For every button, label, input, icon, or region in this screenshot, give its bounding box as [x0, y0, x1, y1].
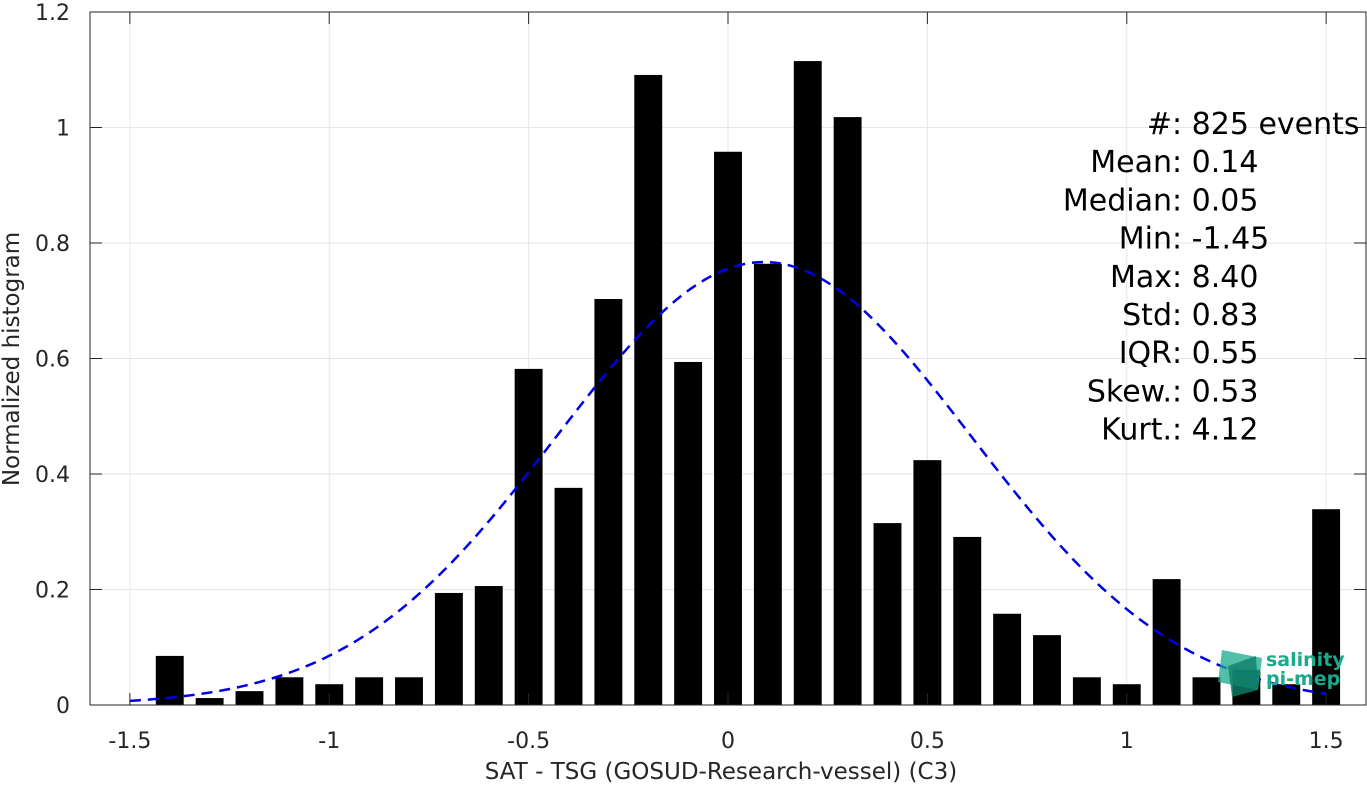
histogram-bar [833, 117, 862, 706]
x-tick-label: -0.5 [507, 729, 550, 754]
x-tick-label: 1 [1120, 729, 1134, 754]
histogram-bar [913, 460, 942, 705]
stats-label: Skew. [1087, 374, 1172, 409]
histogram-bar [634, 74, 663, 705]
y-tick-label: 0 [56, 694, 70, 719]
stats-label: Max [1110, 260, 1172, 295]
stats-value: : -1.45 [1172, 222, 1269, 257]
histogram-bar [594, 299, 623, 705]
histogram-bar [1072, 677, 1101, 705]
x-axis-label: SAT - TSG (GOSUD-Research-vessel) (C3) [485, 759, 957, 785]
stats-label: Median [1063, 183, 1172, 218]
x-axis-ticks: -1.5 -1 -0.5 0 0.5 1 1.5 [108, 12, 1344, 754]
gaussian-fit-curve [129, 260, 1327, 703]
logo-line1: salinity [1266, 649, 1345, 671]
y-axis-label: Normalized histogram [0, 232, 25, 486]
y-axis-ticks: 0 0.2 0.4 0.6 0.8 1 1.2 [35, 1, 1366, 719]
stats-value: : 8.40 [1172, 260, 1258, 295]
stats-value: : 0.05 [1172, 183, 1258, 218]
stats-value: : 0.53 [1172, 374, 1258, 409]
x-tick-label: -1 [318, 729, 340, 754]
histogram-bar [235, 691, 264, 705]
y-tick-label: 0.2 [35, 579, 70, 604]
stats-value: : 4.12 [1172, 413, 1258, 448]
histogram-bar [753, 263, 782, 705]
histogram-bar [1152, 579, 1181, 705]
stats-value: : 825 events [1172, 107, 1360, 142]
stats-value: : 0.55 [1172, 336, 1258, 371]
stats-label: Min [1119, 222, 1172, 257]
histogram-bar [674, 361, 703, 705]
histogram-bar [275, 677, 304, 705]
histogram-bar [355, 677, 384, 705]
x-tick-label: -1.5 [108, 729, 151, 754]
stats-label: IQR [1119, 336, 1172, 371]
histogram-bar [953, 536, 982, 705]
salinity-pimep-logo: salinity pi-mep [1218, 649, 1345, 697]
stats-label: # [1147, 107, 1172, 142]
histogram-bar [993, 613, 1022, 705]
histogram-bar [1272, 684, 1301, 705]
stats-value: : 0.14 [1172, 145, 1258, 180]
stats-label: Kurt. [1101, 413, 1172, 448]
x-tick-label: 1.5 [1309, 729, 1344, 754]
x-tick-label: 0 [721, 729, 735, 754]
histogram-bar [474, 586, 503, 705]
stats-value: : 0.83 [1172, 298, 1258, 333]
histogram-bar [434, 592, 463, 705]
histogram-bar [873, 523, 902, 705]
histogram-bar [1033, 635, 1061, 705]
y-tick-label: 1.2 [35, 1, 70, 26]
logo-line2: pi-mep [1266, 668, 1340, 690]
histogram-bar [793, 61, 822, 705]
y-tick-label: 1 [56, 117, 70, 142]
histogram-bar [395, 677, 423, 705]
stats-label: Std [1122, 298, 1172, 333]
y-tick-label: 0.4 [35, 463, 70, 488]
histogram-bar [514, 368, 543, 705]
x-tick-label: 0.5 [910, 729, 945, 754]
histogram-bars [155, 61, 1341, 706]
y-tick-label: 0.6 [35, 348, 70, 373]
y-tick-label: 0.8 [35, 232, 70, 257]
histogram-bar [1192, 677, 1221, 705]
logo-shape-front [1228, 656, 1258, 697]
histogram-bar [1312, 509, 1341, 705]
histogram-bar [714, 151, 742, 705]
histogram-bar [195, 698, 224, 705]
stats-label: Mean [1090, 145, 1172, 180]
histogram-bar [554, 487, 583, 705]
